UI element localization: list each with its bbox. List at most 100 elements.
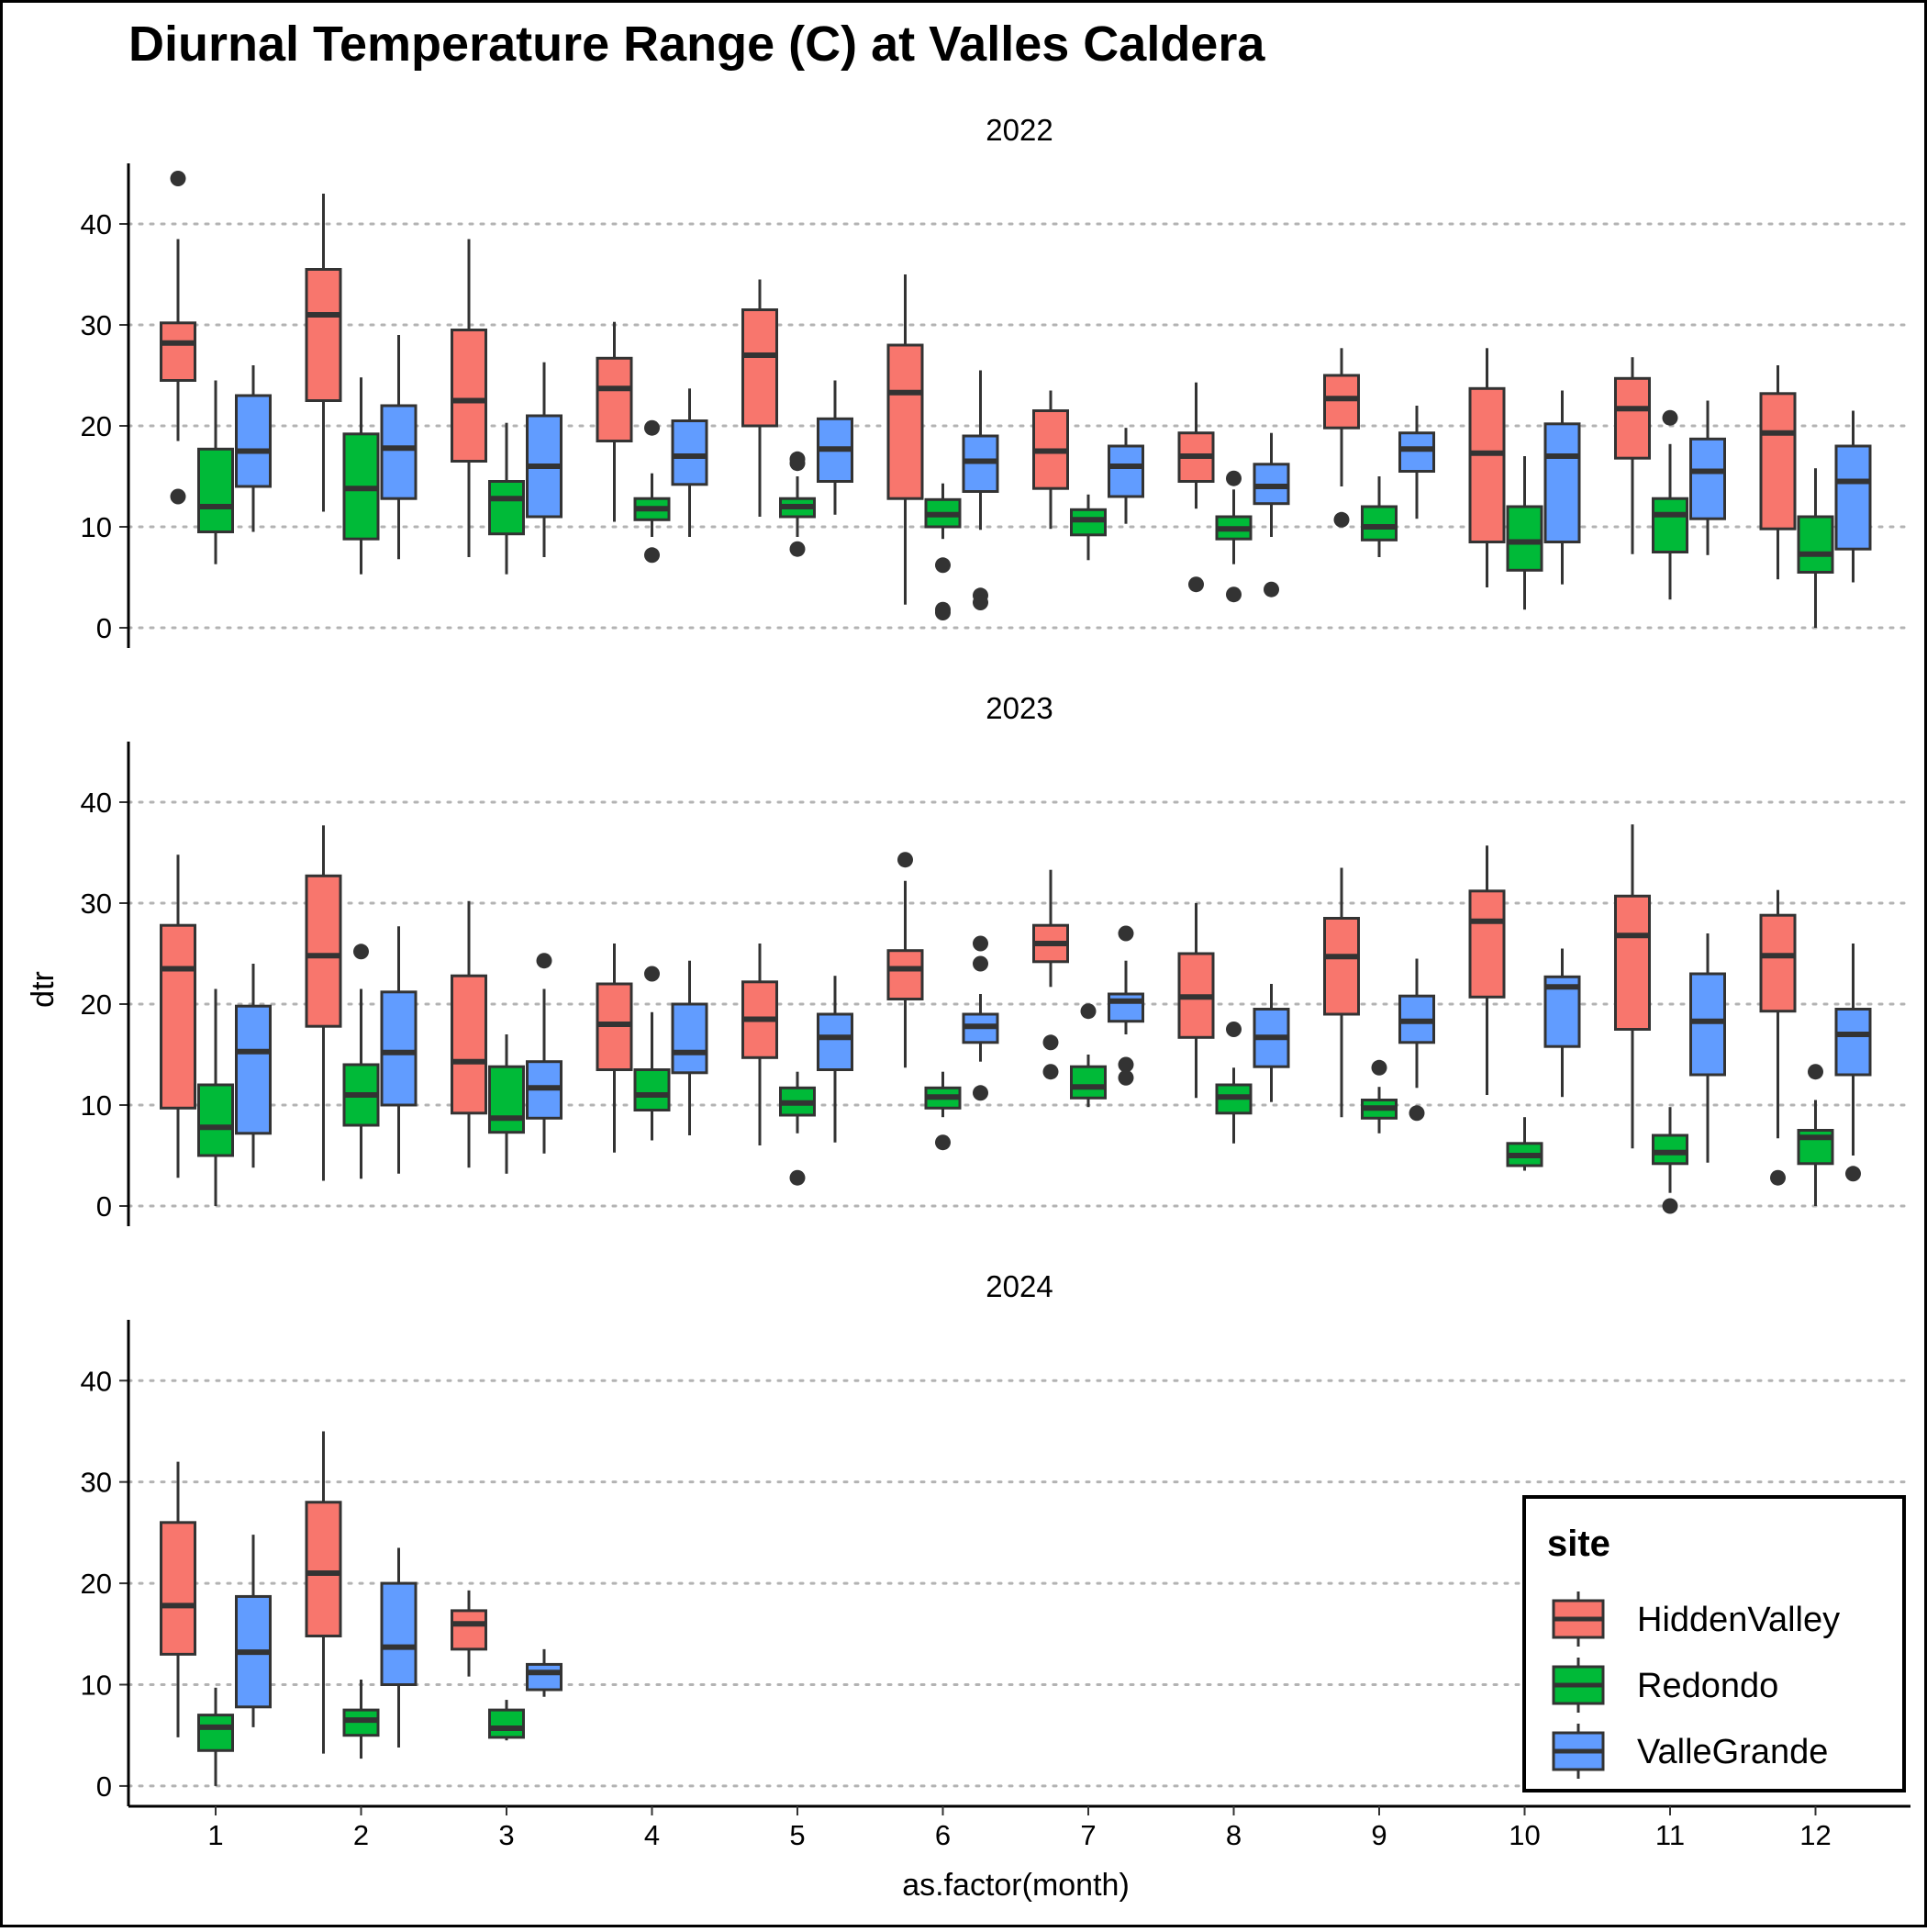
- outlier-point: [1770, 1169, 1786, 1186]
- x-tick-label: 1: [207, 1819, 223, 1851]
- y-tick-label: 40: [81, 1365, 112, 1397]
- boxplot-box: [1177, 903, 1215, 1099]
- outlier-point: [1264, 581, 1279, 597]
- x-tick-label: 8: [1226, 1819, 1242, 1851]
- chart-title: Diurnal Temperature Range (C) at Valles …: [128, 17, 1265, 72]
- iqr-box: [1108, 992, 1144, 1023]
- x-tick-label: 5: [789, 1819, 805, 1851]
- outlier-point: [935, 557, 951, 574]
- series-ValleGrande: [235, 925, 1872, 1182]
- iqr-box: [1614, 894, 1651, 1031]
- legend-entry-ValleGrande: ValleGrande: [1552, 1724, 1828, 1779]
- legend-entry-label: ValleGrande: [1637, 1733, 1828, 1771]
- boxplot-box: [779, 1071, 816, 1186]
- outlier-point: [935, 1134, 951, 1151]
- iqr-box: [1834, 1008, 1872, 1077]
- facet-panel-2023: 2023 0 10 20 30 40: [81, 691, 1912, 1226]
- y-axis-title: dtr: [26, 971, 61, 1008]
- outlier-point: [644, 419, 660, 436]
- outlier-point: [1042, 1034, 1059, 1051]
- boxplot-box: [1253, 984, 1290, 1102]
- boxplot-box: [526, 362, 563, 557]
- iqr-box: [380, 1581, 418, 1687]
- boxplot-box: [1323, 348, 1360, 528]
- outlier-point: [1118, 1069, 1134, 1086]
- boxplot-box: [1652, 1107, 1688, 1214]
- boxplot-box: [1361, 476, 1398, 557]
- iqr-box: [671, 419, 708, 486]
- boxplot-box: [962, 935, 999, 1101]
- iqr-box: [633, 1068, 671, 1111]
- boxplot-box: [488, 1700, 525, 1741]
- iqr-box: [197, 1083, 234, 1157]
- series-ValleGrande: [235, 335, 1872, 610]
- boxplot-box: [886, 274, 924, 605]
- series-HiddenValley: [160, 171, 1797, 605]
- iqr-box: [1797, 515, 1834, 574]
- iqr-box: [451, 974, 487, 1115]
- boxplot-box: [305, 194, 342, 512]
- series-Redondo: [197, 944, 1834, 1214]
- boxplot-box: [1032, 869, 1069, 1080]
- y-tick-label: 40: [81, 208, 112, 240]
- boxplot-box: [1253, 432, 1290, 597]
- boxplot-box: [342, 1679, 380, 1759]
- boxplot-box: [235, 365, 272, 532]
- outlier-point: [1845, 1166, 1861, 1182]
- iqr-box: [197, 447, 234, 533]
- iqr-box: [1323, 374, 1360, 430]
- iqr-box: [817, 1012, 853, 1071]
- y-tick-label: 30: [81, 309, 112, 341]
- iqr-box: [380, 404, 418, 500]
- iqr-box: [488, 1708, 525, 1739]
- boxplot-box: [451, 1590, 487, 1677]
- outlier-point: [897, 852, 913, 868]
- outlier-point: [1080, 1003, 1097, 1020]
- iqr-box: [235, 1004, 272, 1135]
- legend: site HiddenValley Redondo ValleGrande: [1522, 1495, 1906, 1792]
- legend-entry-HiddenValley: HiddenValley: [1552, 1591, 1840, 1647]
- x-tick-label: 9: [1371, 1819, 1387, 1851]
- boxplot-box: [342, 377, 380, 575]
- boxplot-box: [160, 854, 196, 1178]
- iqr-box: [1468, 386, 1506, 543]
- boxplot-box: [671, 960, 708, 1135]
- boxplot-box: [197, 988, 234, 1206]
- x-axis: 1 2 3 4 5 6 7 8 9 10 11 12: [128, 1804, 1910, 1851]
- boxplot-box: [886, 852, 924, 1068]
- facet-strip-label: 2023: [986, 691, 1053, 725]
- boxplot-box: [1834, 410, 1872, 583]
- x-tick-label: 12: [1799, 1819, 1831, 1851]
- iqr-box: [1834, 444, 1872, 551]
- boxplot-box: [197, 1687, 234, 1786]
- boxplot-box: [305, 1431, 342, 1754]
- outlier-point: [789, 541, 806, 557]
- y-tick-label: 30: [81, 1467, 112, 1499]
- outlier-point: [1226, 586, 1242, 603]
- outlier-point: [644, 547, 660, 564]
- boxplot-box: [1506, 456, 1543, 610]
- boxplot-box: [526, 953, 563, 1154]
- boxplot-box: [1468, 348, 1506, 587]
- boxplot-box: [1614, 824, 1651, 1149]
- iqr-box: [305, 1501, 342, 1637]
- iqr-box: [305, 874, 342, 1028]
- boxplot-box: [526, 1648, 563, 1697]
- boxplot-box: [1543, 948, 1581, 1098]
- boxplot-box: [342, 944, 380, 1179]
- iqr-box: [488, 480, 525, 536]
- boxplot-box: [1797, 468, 1834, 628]
- iqr-box: [1689, 972, 1726, 1077]
- boxplot-box: [596, 321, 633, 522]
- outlier-point: [1118, 925, 1134, 942]
- boxplot-box: [1070, 494, 1107, 561]
- outlier-point: [1188, 576, 1204, 593]
- legend-entry-label: HiddenValley: [1637, 1601, 1840, 1639]
- boxplot-box: [380, 1547, 418, 1748]
- y-tick-label: 10: [81, 1089, 112, 1122]
- iqr-box: [380, 990, 418, 1107]
- boxplot-box: [962, 370, 999, 610]
- boxplot-box: [1759, 365, 1797, 580]
- legend-entry-Redondo: Redondo: [1552, 1658, 1778, 1713]
